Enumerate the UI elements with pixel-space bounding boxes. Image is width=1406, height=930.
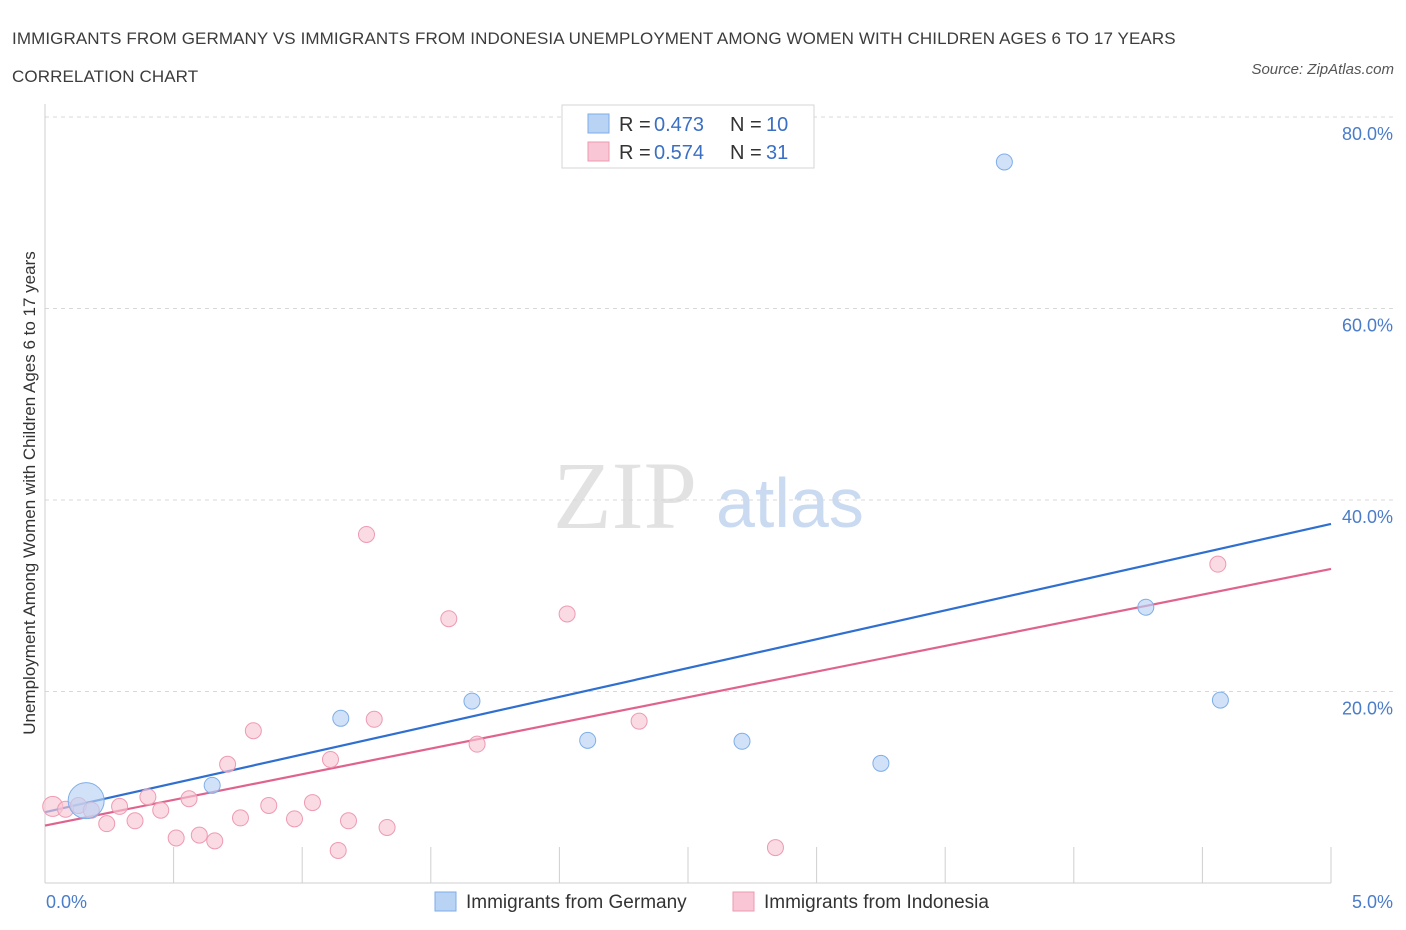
point-indonesia <box>303 794 321 812</box>
point-indonesia <box>167 829 185 847</box>
legend-r-label-germany: R = <box>619 114 651 136</box>
series-label-germany: Immigrants from Germany <box>466 892 687 913</box>
legend-r-value-indonesia: 0.574 <box>654 142 704 164</box>
legend-n-value-germany: 10 <box>766 114 788 136</box>
trend-line-indonesia <box>44 567 1332 827</box>
point-indonesia <box>321 750 339 768</box>
point-germany <box>995 153 1013 171</box>
series-label-indonesia: Immigrants from Indonesia <box>764 892 989 913</box>
legend-r-label-indonesia: R = <box>619 142 651 164</box>
trend-line-germany <box>44 522 1332 814</box>
point-indonesia <box>558 605 576 623</box>
point-indonesia <box>285 810 303 828</box>
watermark-zip: ZIP <box>553 442 697 549</box>
stats-legend: R = 0.473 N = 10 R = 0.574 N = 31 <box>561 104 815 169</box>
point-indonesia <box>98 815 116 833</box>
grid-lines <box>45 116 1395 692</box>
point-indonesia <box>630 712 648 730</box>
legend-r-value-germany: 0.473 <box>654 114 704 136</box>
point-indonesia <box>219 755 237 773</box>
source-note: Source: ZipAtlas.com <box>1251 61 1394 78</box>
point-indonesia <box>231 809 249 827</box>
point-indonesia <box>1209 555 1227 573</box>
legend-n-label-germany: N = <box>730 114 762 136</box>
x-tick-label: 0.0% <box>46 892 87 912</box>
point-indonesia <box>365 710 383 728</box>
point-indonesia <box>440 610 458 628</box>
point-indonesia <box>468 735 486 753</box>
point-indonesia <box>126 812 144 830</box>
point-indonesia <box>358 525 375 543</box>
point-germany <box>872 754 890 772</box>
x-axis-ticks <box>173 847 1332 883</box>
trend-lines <box>44 522 1332 827</box>
y-tick-label: 60.0% <box>1342 316 1393 336</box>
y-tick-label: 80.0% <box>1342 124 1393 144</box>
y-tick-label: 40.0% <box>1342 507 1393 527</box>
point-indonesia <box>339 812 357 830</box>
x-tick-labels: 0.0% 5.0% <box>46 892 1393 912</box>
x-tick-label: 5.0% <box>1352 892 1393 912</box>
watermark-atlas: atlas <box>716 464 864 542</box>
y-tick-labels: 20.0% 40.0% 60.0% 80.0% <box>1342 124 1393 719</box>
legend-swatch-germany <box>587 113 610 134</box>
point-germany <box>733 732 751 750</box>
point-indonesia <box>766 839 784 857</box>
y-tick-label: 20.0% <box>1342 699 1393 719</box>
point-germany <box>332 709 350 727</box>
point-indonesia <box>206 832 224 850</box>
point-indonesia <box>190 826 208 844</box>
point-germany <box>1211 691 1229 709</box>
series-legend: Immigrants from Germany Immigrants from … <box>434 891 989 913</box>
point-indonesia <box>244 722 262 740</box>
point-germany <box>579 731 597 749</box>
point-germany <box>463 692 481 710</box>
point-germany <box>203 776 221 794</box>
point-indonesia <box>260 796 278 814</box>
point-germany <box>1137 598 1155 616</box>
chart-title: IMMIGRANTS FROM GERMANY VS IMMIGRANTS FR… <box>12 29 1176 86</box>
point-indonesia <box>139 788 157 806</box>
legend-n-label-indonesia: N = <box>730 142 762 164</box>
data-points <box>42 153 1229 859</box>
series-swatch-germany <box>434 891 457 912</box>
point-indonesia <box>329 841 347 859</box>
legend-n-value-indonesia: 31 <box>766 142 788 164</box>
y-axis-label: Unemployment Among Women with Children A… <box>20 251 39 735</box>
legend-swatch-indonesia <box>587 141 610 162</box>
point-indonesia <box>180 790 198 808</box>
point-indonesia <box>111 797 129 815</box>
point-germany <box>67 782 105 820</box>
point-indonesia <box>378 818 396 836</box>
series-swatch-indonesia <box>732 891 755 912</box>
point-indonesia <box>152 801 170 819</box>
